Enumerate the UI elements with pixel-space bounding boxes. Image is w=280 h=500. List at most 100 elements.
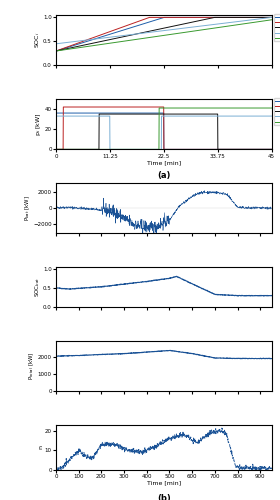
EV 5 <box>54 146 58 152</box>
EV 2 <box>62 104 65 110</box>
EV 3 <box>76 146 80 152</box>
EV 3 <box>213 14 216 20</box>
EV 5 <box>76 146 80 152</box>
Y-axis label: SOC$_{bat}$: SOC$_{bat}$ <box>33 277 42 297</box>
Line: EV 1: EV 1 <box>56 113 272 150</box>
EV 2 <box>148 14 151 20</box>
EV 4 <box>54 113 58 119</box>
EV 5 <box>141 36 145 42</box>
EV 5 <box>76 45 80 51</box>
EV 5 <box>227 105 230 111</box>
Line: EV 2: EV 2 <box>56 107 272 150</box>
EV 1 <box>141 110 145 116</box>
EV 1 <box>54 110 58 116</box>
EV 1 <box>149 110 153 116</box>
EV 4 <box>227 113 230 119</box>
Y-axis label: SOC$_i$: SOC$_i$ <box>33 32 42 48</box>
Text: (a): (a) <box>157 170 171 179</box>
EV 5 <box>226 23 230 29</box>
EV 3 <box>270 146 273 152</box>
EV 4 <box>202 22 206 28</box>
EV 2 <box>141 16 145 22</box>
EV 2 <box>54 48 58 54</box>
X-axis label: Time [min]: Time [min] <box>147 480 181 486</box>
EV 1 <box>203 146 206 152</box>
EV 5 <box>222 24 226 30</box>
Line: EV 1: EV 1 <box>56 18 272 51</box>
Legend: EV 1, EV 2, EV 3, EV 4, EV 5: EV 1, EV 2, EV 3, EV 4, EV 5 <box>274 14 280 42</box>
EV 4 <box>226 20 230 26</box>
EV 3 <box>97 111 101 117</box>
EV 5 <box>54 48 58 54</box>
Line: EV 3: EV 3 <box>56 18 272 51</box>
EV 4 <box>141 30 145 36</box>
EV 3 <box>270 14 273 20</box>
EV 4 <box>76 113 80 119</box>
EV 4 <box>223 113 226 119</box>
EV 2 <box>223 146 226 152</box>
EV 2 <box>270 146 273 152</box>
EV 4 <box>222 20 226 26</box>
EV 4 <box>270 113 273 119</box>
EV 3 <box>150 111 153 117</box>
EV 3 <box>223 14 226 20</box>
EV 1 <box>223 14 226 20</box>
EV 1 <box>223 146 226 152</box>
EV 3 <box>223 146 226 152</box>
EV 2 <box>203 14 206 20</box>
EV 1 <box>270 146 273 152</box>
Y-axis label: p$_i$ [kW]: p$_i$ [kW] <box>34 112 43 136</box>
EV 2 <box>203 146 206 152</box>
EV 1 <box>227 146 230 152</box>
EV 4 <box>149 29 153 35</box>
EV 2 <box>270 14 273 20</box>
EV 1 <box>162 146 165 152</box>
EV 3 <box>203 111 206 117</box>
EV 1 <box>54 48 58 54</box>
EV 2 <box>142 104 145 110</box>
X-axis label: Time [min]: Time [min] <box>147 160 181 165</box>
EV 2 <box>223 14 226 20</box>
EV 1 <box>76 41 80 47</box>
Y-axis label: n: n <box>38 446 43 450</box>
Line: EV 4: EV 4 <box>56 116 272 150</box>
Line: EV 3: EV 3 <box>56 114 272 150</box>
Line: EV 5: EV 5 <box>56 108 272 150</box>
EV 3 <box>227 146 230 152</box>
EV 2 <box>150 14 153 20</box>
EV 2 <box>150 104 153 110</box>
EV 5 <box>270 17 273 23</box>
EV 5 <box>203 105 206 111</box>
EV 1 <box>162 14 165 20</box>
EV 4 <box>203 113 206 119</box>
EV 1 <box>141 21 145 27</box>
EV 5 <box>141 146 145 152</box>
EV 5 <box>202 26 206 32</box>
Line: EV 2: EV 2 <box>56 18 272 51</box>
EV 1 <box>149 18 153 24</box>
Line: EV 4: EV 4 <box>56 18 272 44</box>
EV 4 <box>270 14 273 20</box>
EV 3 <box>202 16 206 22</box>
EV 4 <box>76 38 80 44</box>
EV 3 <box>54 48 58 54</box>
EV 1 <box>76 110 80 116</box>
EV 4 <box>150 146 153 152</box>
EV 4 <box>108 146 112 152</box>
EV 4 <box>142 146 145 152</box>
EV 1 <box>270 14 273 20</box>
EV 2 <box>76 104 80 110</box>
EV 3 <box>54 146 58 152</box>
EV 3 <box>141 30 145 36</box>
EV 3 <box>149 28 153 34</box>
EV 1 <box>227 14 230 20</box>
EV 3 <box>76 44 80 50</box>
Text: (b): (b) <box>157 494 171 500</box>
EV 5 <box>157 105 161 111</box>
EV 3 <box>227 14 230 20</box>
EV 3 <box>142 111 145 117</box>
EV 5 <box>223 105 226 111</box>
EV 5 <box>149 34 153 40</box>
EV 1 <box>203 14 206 20</box>
EV 2 <box>227 14 230 20</box>
